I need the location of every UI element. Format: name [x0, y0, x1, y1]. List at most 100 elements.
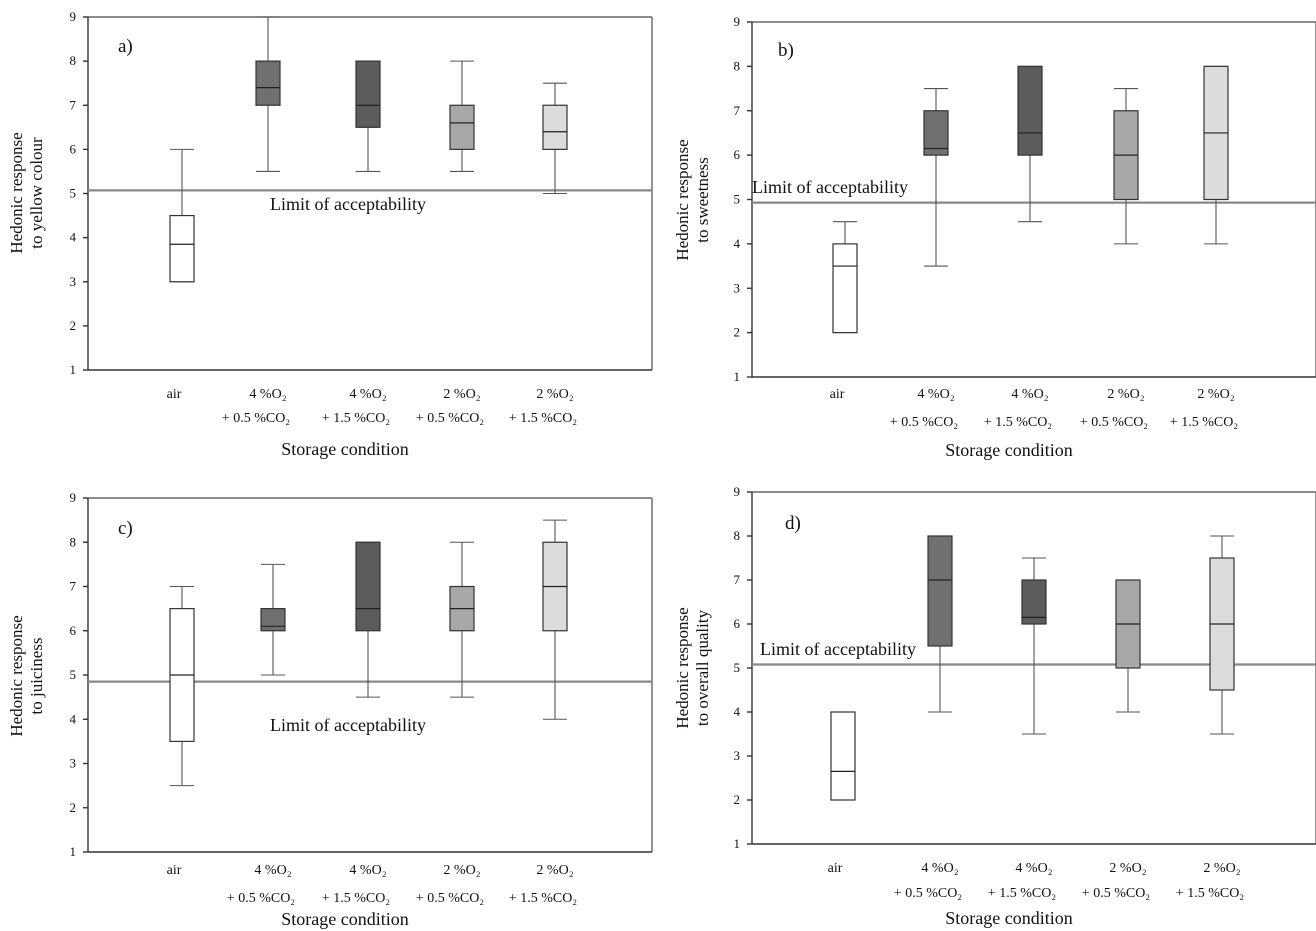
- y-tick-label: 7: [70, 579, 77, 594]
- box-3: [355, 541, 381, 698]
- x-category-label: 4 %O₂: [249, 387, 286, 402]
- x-category-label-line2: + 0.5 %CO₂: [416, 411, 485, 426]
- y-axis-title-line: to sweetness: [693, 157, 712, 242]
- x-category-label: 4 %O₂: [349, 863, 386, 878]
- x-category-label-line2: + 0.5 %CO₂: [890, 415, 959, 430]
- x-category-label-line2: + 1.5 %CO₂: [509, 891, 578, 906]
- box-1: [830, 711, 856, 801]
- x-category-label: 4 %O₂: [254, 863, 291, 878]
- x-category-label: 4 %O₂: [1015, 861, 1052, 876]
- box-iqr: [449, 104, 475, 150]
- y-tick-label: 5: [734, 660, 741, 675]
- x-axis-title: Storage condition: [945, 440, 1072, 460]
- x-category-label: 4 %O₂: [917, 387, 954, 402]
- y-tick-label: 5: [70, 186, 77, 201]
- y-tick-label: 6: [70, 141, 77, 156]
- y-axis-title: Hedonic responseto overall quality: [673, 607, 712, 728]
- box-iqr: [355, 541, 381, 632]
- x-category-label: air: [828, 861, 843, 876]
- x-category-label: 2 %O₂: [1197, 387, 1234, 402]
- box-iqr: [1017, 65, 1043, 156]
- panel-label: c): [118, 518, 133, 539]
- x-category-label-line2: + 1.5 %CO₂: [988, 886, 1057, 901]
- y-tick-label: 5: [734, 192, 741, 207]
- box-1: [832, 221, 858, 334]
- y-tick-label: 6: [734, 147, 741, 162]
- y-tick-label: 5: [70, 667, 77, 682]
- y-tick-label: 8: [70, 534, 77, 549]
- x-category-label: air: [830, 387, 845, 402]
- y-tick-label: 4: [70, 230, 77, 245]
- box-5: [1203, 65, 1229, 245]
- box-3: [355, 60, 381, 172]
- panel-2: 1 2 3 4 5 6 7 8 9 Hedonic responseto sweetness b) a…: [673, 14, 1316, 460]
- box-5: [1209, 535, 1235, 735]
- y-axis-title-line: Hedonic response: [673, 139, 692, 260]
- y-tick-label: 1: [734, 369, 741, 384]
- y-tick-label: 7: [70, 97, 77, 112]
- panel-label: b): [778, 40, 794, 61]
- x-category-label: 2 %O₂: [536, 387, 573, 402]
- box-2: [260, 563, 286, 676]
- x-category-label: 2 %O₂: [1203, 861, 1240, 876]
- box-iqr: [927, 535, 953, 647]
- x-category-label-line2: + 1.5 %CO₂: [509, 411, 578, 426]
- x-category-label-line2: + 1.5 %CO₂: [322, 411, 391, 426]
- y-tick-label: 4: [734, 236, 741, 251]
- x-category-label: 2 %O₂: [443, 387, 480, 402]
- x-category-label-line2: + 0.5 %CO₂: [416, 891, 485, 906]
- box-iqr: [830, 711, 856, 801]
- x-category-label: 4 %O₂: [349, 387, 386, 402]
- box-iqr: [923, 110, 949, 156]
- panel-label: d): [785, 513, 801, 534]
- x-category-label-line2: + 1.5 %CO₂: [1176, 886, 1245, 901]
- x-category-label-line2: + 0.5 %CO₂: [222, 411, 291, 426]
- y-tick-label: 8: [734, 58, 741, 73]
- y-axis-title-line: Hedonic response: [673, 607, 692, 728]
- x-category-label: 2 %O₂: [443, 863, 480, 878]
- box-3: [1021, 557, 1047, 735]
- x-category-label: 4 %O₂: [921, 861, 958, 876]
- box-4: [1113, 88, 1139, 245]
- limit-of-acceptability-label: Limit of acceptability: [760, 639, 916, 659]
- x-category-label: 4 %O₂: [1011, 387, 1048, 402]
- y-axis-title: Hedonic responseto juiciness: [7, 615, 46, 736]
- box-iqr: [832, 243, 858, 334]
- y-axis-title: Hedonic responseto sweetness: [673, 139, 712, 260]
- x-category-label: 2 %O₂: [1107, 387, 1144, 402]
- y-tick-label: 2: [70, 800, 77, 815]
- y-axis-title-line: to juiciness: [27, 638, 46, 715]
- y-tick-label: 8: [734, 528, 741, 543]
- x-category-label: air: [167, 387, 182, 402]
- y-axis-title: Hedonic responseto yellow colour: [7, 132, 46, 253]
- box-iqr: [1021, 579, 1047, 625]
- limit-of-acceptability-label: Limit of acceptability: [270, 715, 426, 735]
- panel-label: a): [118, 36, 133, 57]
- y-tick-label: 3: [734, 748, 741, 763]
- box-2: [255, 16, 281, 172]
- y-tick-label: 4: [734, 704, 741, 719]
- y-tick-label: 6: [734, 616, 741, 631]
- y-axis-title-line: Hedonic response: [7, 615, 26, 736]
- y-axis-title-line: Hedonic response: [7, 132, 26, 253]
- y-tick-label: 8: [70, 53, 77, 68]
- box-4: [449, 60, 475, 172]
- y-tick-label: 2: [734, 792, 741, 807]
- y-tick-label: 4: [70, 711, 77, 726]
- box-iqr: [169, 214, 195, 283]
- x-category-label-line2: + 1.5 %CO₂: [984, 415, 1053, 430]
- box-2: [927, 535, 953, 713]
- box-1: [169, 148, 195, 283]
- panel-4: 1 2 3 4 5 6 7 8 9 Hedonic responseto overall qual…: [673, 484, 1316, 928]
- x-category-label-line2: + 1.5 %CO₂: [322, 891, 391, 906]
- x-axis-title: Storage condition: [281, 909, 408, 929]
- box-iqr: [260, 608, 286, 632]
- y-tick-label: 7: [734, 572, 741, 587]
- box-3: [1017, 65, 1043, 223]
- box-4: [1115, 579, 1141, 713]
- y-tick-label: 9: [70, 490, 77, 505]
- x-category-label-line2: + 0.5 %CO₂: [894, 886, 963, 901]
- box-2: [923, 88, 949, 267]
- x-category-label: air: [167, 863, 182, 878]
